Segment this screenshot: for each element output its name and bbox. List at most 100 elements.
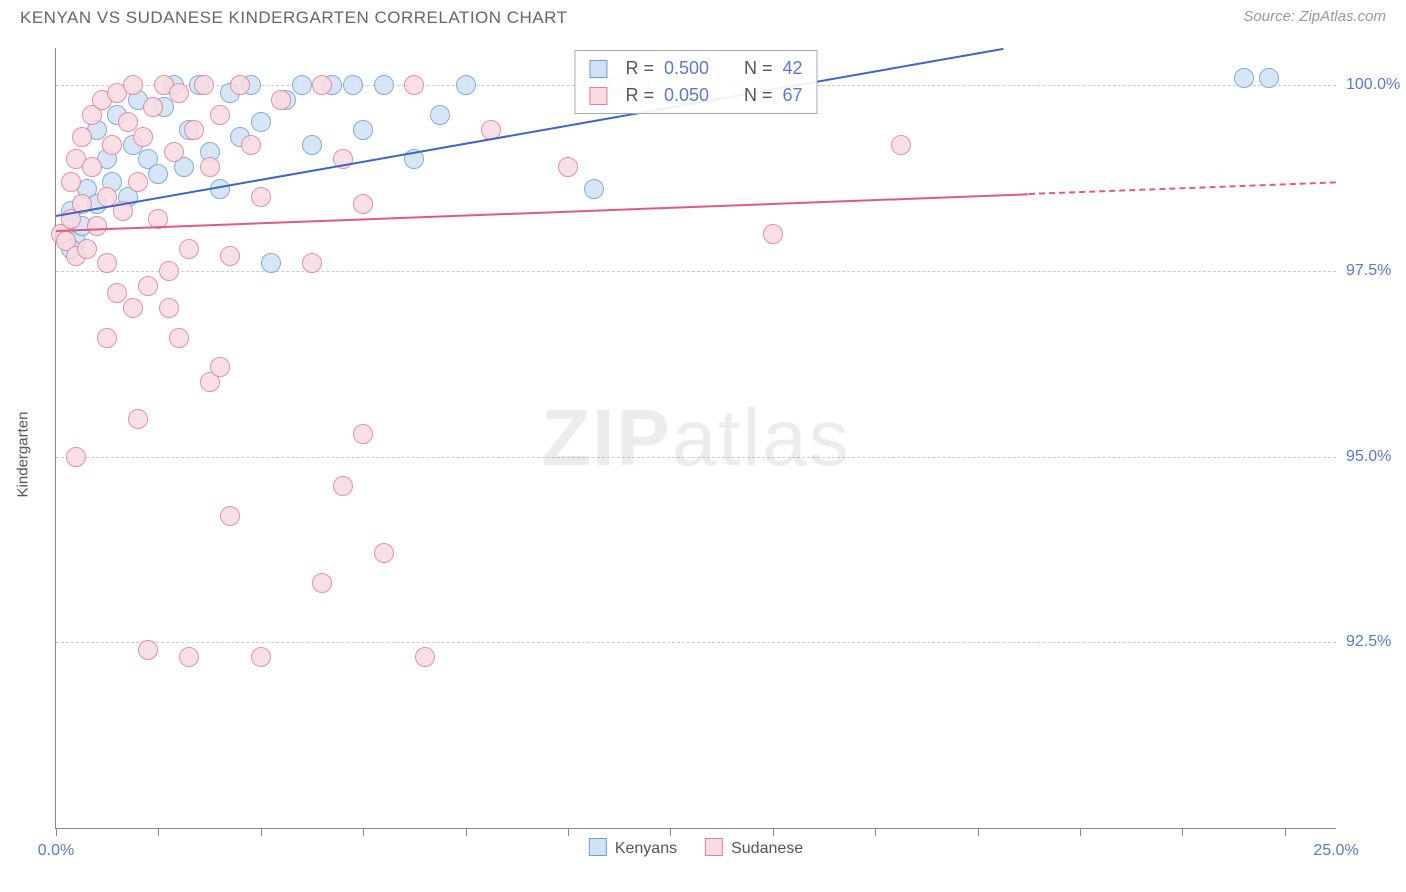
x-tick: [568, 828, 569, 836]
data-point-sudanese: [194, 75, 214, 95]
y-tick-label: 95.0%: [1346, 448, 1391, 466]
data-point-sudanese: [143, 97, 163, 117]
data-point-sudanese: [118, 112, 138, 132]
data-point-kenyans: [1234, 68, 1254, 88]
data-point-sudanese: [159, 298, 179, 318]
x-tick: [1285, 828, 1286, 836]
data-point-sudanese: [241, 135, 261, 155]
data-point-sudanese: [102, 135, 122, 155]
scatter-plot-area: ZIPatlas R = 0.500 N = 42R = 0.050 N = 6…: [55, 48, 1336, 829]
x-tick: [978, 828, 979, 836]
data-point-sudanese: [123, 75, 143, 95]
stats-swatch-sudanese: [589, 87, 607, 105]
x-axis-label: 0.0%: [38, 842, 74, 860]
data-point-sudanese: [374, 543, 394, 563]
x-tick: [1182, 828, 1183, 836]
data-point-sudanese: [353, 194, 373, 214]
data-point-sudanese: [128, 172, 148, 192]
trend-line-sudanese: [56, 193, 1029, 232]
chart-header: KENYAN VS SUDANESE KINDERGARTEN CORRELAT…: [0, 0, 1406, 48]
data-point-sudanese: [415, 647, 435, 667]
data-point-sudanese: [97, 253, 117, 273]
y-tick-label: 97.5%: [1346, 262, 1391, 280]
data-point-sudanese: [333, 476, 353, 496]
data-point-sudanese: [159, 261, 179, 281]
data-point-sudanese: [353, 424, 373, 444]
stats-n-value: 67: [783, 82, 803, 109]
x-tick: [56, 828, 57, 836]
data-point-sudanese: [312, 75, 332, 95]
source-credit: Source: ZipAtlas.com: [1243, 8, 1386, 25]
y-axis-label: Kindergarten: [14, 412, 31, 498]
data-point-sudanese: [169, 83, 189, 103]
data-point-kenyans: [430, 105, 450, 125]
data-point-sudanese: [251, 187, 271, 207]
stats-n-value: 42: [783, 55, 803, 82]
stats-r-value: 0.500: [664, 55, 709, 82]
data-point-sudanese: [82, 157, 102, 177]
data-point-sudanese: [107, 283, 127, 303]
data-point-sudanese: [179, 647, 199, 667]
x-tick: [158, 828, 159, 836]
watermark-bold: ZIP: [541, 393, 671, 482]
gridline-horizontal: [56, 271, 1336, 272]
data-point-sudanese: [891, 135, 911, 155]
data-point-sudanese: [138, 640, 158, 660]
data-point-sudanese: [66, 447, 86, 467]
stats-n-label: N =: [744, 55, 773, 82]
data-point-sudanese: [251, 647, 271, 667]
x-tick: [1080, 828, 1081, 836]
data-point-kenyans: [456, 75, 476, 95]
stats-swatch-kenyans: [589, 60, 607, 78]
legend-label: Kenyans: [615, 840, 677, 857]
data-point-kenyans: [302, 135, 322, 155]
stats-r-value: 0.050: [664, 82, 709, 109]
data-point-sudanese: [164, 142, 184, 162]
data-point-sudanese: [128, 409, 148, 429]
legend-label: Sudanese: [731, 840, 803, 857]
source-name: ZipAtlas.com: [1299, 8, 1386, 25]
legend-swatch-sudanese: [705, 838, 723, 856]
x-tick: [466, 828, 467, 836]
legend: Kenyans Sudanese: [589, 838, 803, 858]
x-axis-label: 25.0%: [1313, 842, 1358, 860]
data-point-sudanese: [138, 276, 158, 296]
data-point-sudanese: [61, 172, 81, 192]
x-tick: [773, 828, 774, 836]
x-tick: [670, 828, 671, 836]
correlation-stats-box: R = 0.500 N = 42R = 0.050 N = 67: [574, 50, 817, 114]
data-point-sudanese: [97, 328, 117, 348]
data-point-sudanese: [763, 224, 783, 244]
data-point-sudanese: [271, 90, 291, 110]
source-prefix: Source:: [1243, 8, 1299, 25]
stats-row-sudanese: R = 0.050 N = 67: [589, 82, 802, 109]
data-point-sudanese: [302, 253, 322, 273]
legend-swatch-kenyans: [589, 838, 607, 856]
data-point-sudanese: [184, 120, 204, 140]
data-point-sudanese: [404, 75, 424, 95]
gridline-horizontal: [56, 642, 1336, 643]
stats-row-kenyans: R = 0.500 N = 42: [589, 55, 802, 82]
y-tick-label: 92.5%: [1346, 633, 1391, 651]
stats-n-label: N =: [744, 82, 773, 109]
x-tick: [363, 828, 364, 836]
data-point-sudanese: [220, 246, 240, 266]
trend-line-sudanese-dashed: [1029, 182, 1336, 196]
data-point-sudanese: [558, 157, 578, 177]
data-point-kenyans: [292, 75, 312, 95]
chart-title: KENYAN VS SUDANESE KINDERGARTEN CORRELAT…: [20, 8, 568, 28]
data-point-sudanese: [123, 298, 143, 318]
data-point-sudanese: [220, 506, 240, 526]
data-point-kenyans: [148, 164, 168, 184]
data-point-kenyans: [374, 75, 394, 95]
data-point-kenyans: [353, 120, 373, 140]
data-point-kenyans: [343, 75, 363, 95]
data-point-kenyans: [251, 112, 271, 132]
x-tick: [875, 828, 876, 836]
watermark: ZIPatlas: [541, 392, 850, 484]
legend-item-kenyans: Kenyans: [589, 838, 677, 858]
data-point-sudanese: [210, 357, 230, 377]
data-point-kenyans: [1259, 68, 1279, 88]
data-point-sudanese: [133, 127, 153, 147]
data-point-sudanese: [169, 328, 189, 348]
